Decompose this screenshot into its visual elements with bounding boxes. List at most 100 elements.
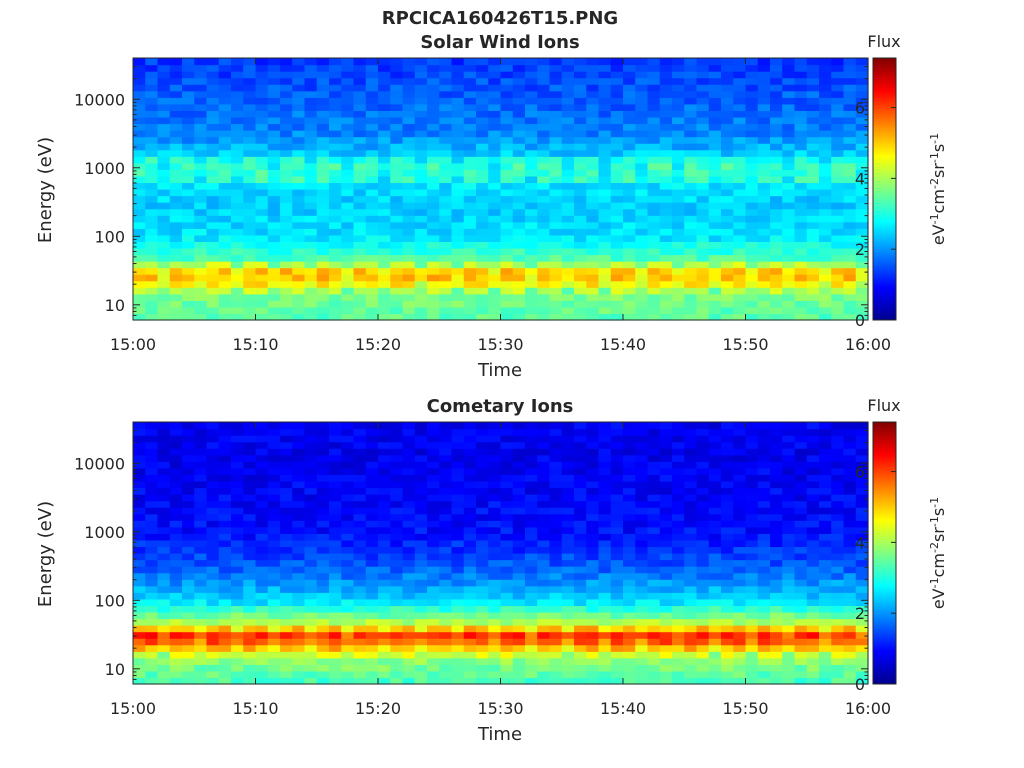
heatmap-cell	[549, 274, 563, 282]
heatmap-cell	[329, 116, 342, 125]
heatmap-cell	[757, 507, 771, 515]
heatmap-cell	[659, 526, 673, 534]
heatmap-cell	[390, 507, 404, 515]
heatmap-cell	[427, 116, 440, 125]
heatmap-cell	[390, 97, 404, 105]
heatmap-cell	[378, 526, 391, 534]
heatmap-cell	[476, 261, 489, 269]
heatmap-cell	[316, 162, 330, 170]
heatmap-cell	[843, 553, 857, 561]
heatmap-cell	[647, 513, 661, 521]
heatmap-cell	[745, 261, 759, 269]
heatmap-cell	[733, 553, 747, 561]
heatmap-cell	[243, 130, 257, 138]
heatmap-cell	[610, 287, 624, 295]
heatmap-cell	[745, 306, 759, 315]
heatmap-cell	[439, 162, 453, 170]
heatmap-cell	[574, 422, 587, 430]
heatmap-cell	[525, 280, 538, 288]
heatmap-cell	[684, 494, 698, 502]
heatmap-cell	[782, 189, 796, 197]
heatmap-cell	[635, 513, 649, 521]
heatmap-cell	[133, 306, 146, 315]
heatmap-cell	[451, 84, 465, 92]
heatmap-cell	[427, 500, 440, 508]
heatmap-cell	[206, 254, 220, 262]
heatmap-cell	[231, 221, 244, 229]
heatmap-cell	[672, 677, 685, 685]
heatmap-cell	[659, 435, 673, 443]
heatmap-cell	[414, 90, 428, 98]
heatmap-cell	[488, 287, 502, 295]
heatmap-cell	[635, 520, 649, 528]
heatmap-cell	[525, 71, 538, 79]
heatmap-cell	[439, 280, 453, 288]
heatmap-cell	[843, 441, 857, 449]
heatmap-cell	[806, 215, 820, 223]
heatmap-cell	[708, 189, 722, 197]
heatmap-cell	[341, 274, 355, 282]
heatmap-cell	[659, 467, 673, 475]
heatmap-cell	[169, 494, 183, 502]
heatmap-cell	[414, 156, 428, 164]
heatmap-cell	[206, 441, 220, 449]
heatmap-cell	[463, 58, 477, 66]
heatmap-cell	[819, 234, 832, 242]
heatmap-cell	[427, 592, 440, 600]
heatmap-cell	[586, 228, 600, 236]
heatmap-cell	[390, 228, 404, 236]
heatmap-cell	[855, 247, 869, 256]
heatmap-cell	[684, 435, 698, 443]
heatmap-cell	[757, 162, 771, 170]
heatmap-cell	[635, 507, 649, 515]
heatmap-cell	[157, 513, 171, 521]
heatmap-cell	[157, 280, 171, 288]
heatmap-cell	[512, 247, 526, 256]
heatmap-cell	[561, 494, 575, 502]
heatmap-cell	[696, 300, 710, 308]
heatmap-cell	[500, 507, 514, 515]
heatmap-cell	[390, 247, 404, 256]
heatmap-cell	[831, 267, 845, 275]
heatmap-cell	[218, 130, 232, 138]
heatmap-cell	[782, 422, 796, 430]
heatmap-cell	[145, 487, 159, 495]
heatmap-cell	[427, 474, 440, 482]
heatmap-cell	[476, 123, 489, 131]
heatmap-cell	[500, 195, 514, 203]
heatmap-cell	[794, 77, 808, 85]
heatmap-cell	[831, 664, 845, 672]
heatmap-cell	[255, 657, 269, 665]
heatmap-cell	[512, 553, 526, 561]
heatmap-cell	[782, 300, 796, 308]
heatmap-cell	[843, 280, 857, 288]
heatmap-cell	[206, 677, 220, 685]
heatmap-cell	[647, 441, 661, 449]
heatmap-cell	[794, 254, 808, 262]
heatmap-cell	[292, 618, 306, 626]
heatmap-cell	[561, 149, 575, 157]
heatmap-cell	[623, 215, 636, 223]
heatmap-cell	[512, 267, 526, 275]
heatmap-cell	[414, 293, 428, 301]
heatmap-cell	[623, 526, 636, 534]
heatmap-cell	[794, 566, 808, 574]
heatmap-cell	[586, 261, 600, 269]
heatmap-cell	[794, 162, 808, 170]
heatmap-cell	[231, 247, 244, 256]
heatmap-cell	[843, 467, 857, 475]
heatmap-cell	[733, 422, 747, 430]
heatmap-cell	[304, 454, 318, 462]
heatmap-cell	[280, 585, 293, 593]
heatmap-cell	[292, 435, 306, 443]
heatmap-cell	[353, 467, 367, 475]
heatmap-cell	[672, 539, 685, 548]
heatmap-cell	[451, 130, 465, 138]
heatmap-cell	[684, 605, 698, 613]
heatmap-cell	[145, 123, 159, 131]
heatmap-cell	[169, 254, 183, 262]
heatmap-cell	[586, 454, 600, 462]
heatmap-cell	[757, 677, 771, 685]
heatmap-cell	[329, 261, 342, 269]
heatmap-cell	[855, 84, 869, 92]
